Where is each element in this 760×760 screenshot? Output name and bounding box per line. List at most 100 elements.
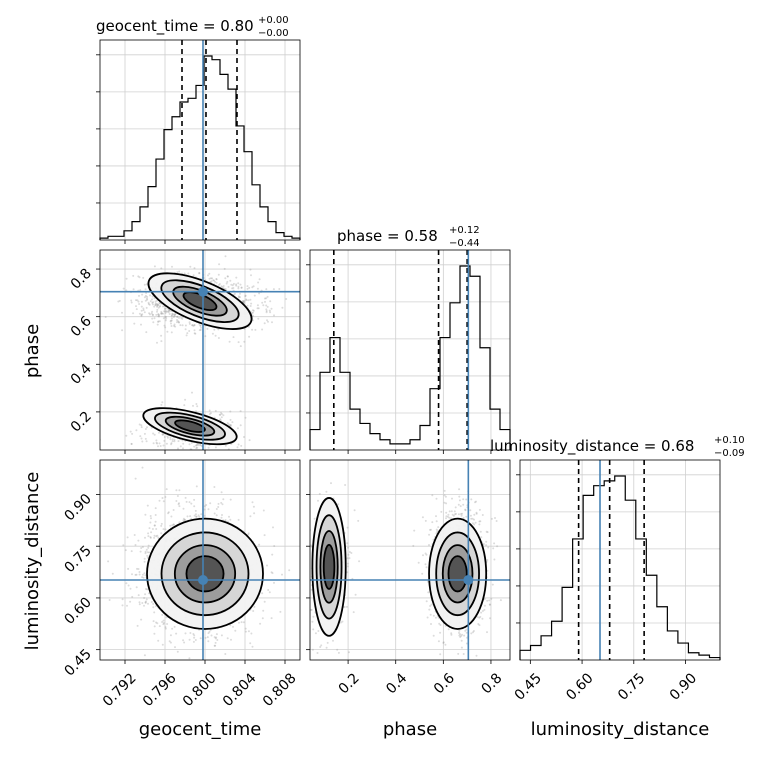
sample-point (186, 515, 189, 518)
sample-point (226, 280, 229, 283)
sample-point (159, 305, 162, 307)
sample-point (204, 636, 207, 639)
sample-point (457, 503, 460, 506)
sample-point (153, 297, 156, 300)
sample-point (157, 320, 160, 323)
sample-point (195, 447, 198, 450)
sample-point (160, 522, 163, 525)
sample-point (198, 515, 201, 518)
sample-point (149, 300, 152, 303)
sample-point (478, 616, 481, 619)
sample-point (142, 276, 145, 279)
sample-point (136, 299, 139, 302)
sample-point (144, 437, 147, 440)
sample-point (273, 581, 275, 584)
sample-point (169, 436, 172, 439)
sample-point (144, 601, 147, 604)
sample-point (258, 543, 261, 546)
sample-point (472, 631, 474, 634)
sample-point (310, 608, 313, 611)
sample-point (147, 602, 149, 605)
sample-point (246, 285, 249, 288)
sample-point (160, 532, 163, 535)
sample-point (140, 300, 143, 303)
sample-point (180, 316, 183, 319)
sample-point (178, 489, 181, 492)
sample-point (247, 299, 250, 302)
sample-point (256, 287, 259, 290)
sample-point (151, 301, 154, 304)
sample-point (479, 520, 482, 523)
sample-point (257, 281, 260, 284)
sample-point (182, 447, 184, 450)
sample-point (427, 591, 430, 594)
sample-point (152, 432, 155, 435)
sample-point (193, 634, 196, 637)
sample-point (217, 502, 220, 505)
sample-point (213, 328, 216, 331)
sample-point (118, 299, 121, 302)
sample-point (160, 403, 163, 406)
sample-point (475, 511, 478, 514)
sample-point (257, 317, 260, 320)
sample-point (445, 502, 448, 505)
sample-point (166, 330, 169, 333)
sample-point (261, 592, 264, 595)
sample-point (478, 520, 481, 523)
sample-point (134, 544, 137, 546)
sample-point (330, 482, 332, 485)
sample-point (179, 324, 182, 327)
sample-point (153, 524, 156, 527)
sample-point (157, 536, 160, 539)
sample-point (130, 443, 133, 445)
sample-point (429, 528, 431, 531)
sample-point (152, 301, 155, 304)
sample-point (240, 621, 243, 624)
sample-point (439, 653, 442, 656)
sample-point (237, 295, 240, 298)
sample-point (157, 306, 160, 309)
sample-point (223, 267, 226, 270)
sample-point (190, 441, 193, 444)
sample-point (183, 518, 186, 521)
sample-point (156, 304, 159, 307)
sample-point (162, 312, 164, 315)
sample-point (346, 571, 349, 574)
sample-point (155, 304, 157, 307)
sample-point (480, 536, 483, 539)
sample-point (172, 509, 175, 511)
sample-point (412, 544, 415, 547)
sample-point (177, 447, 179, 450)
sample-point (239, 283, 242, 286)
sample-point (208, 277, 211, 280)
sample-point (184, 324, 187, 327)
sample-point (144, 536, 146, 539)
sample-point (238, 296, 240, 299)
sample-point (155, 528, 158, 530)
sample-point (265, 288, 268, 291)
sample-point (339, 621, 342, 624)
sample-point (143, 597, 146, 599)
sample-point (152, 602, 155, 605)
sample-point (143, 283, 146, 286)
sample-point (346, 562, 349, 565)
sample-point (132, 312, 135, 315)
panel-geocent-time-vs-phase (99, 249, 301, 458)
sample-point (266, 564, 268, 567)
sample-point (185, 500, 188, 503)
sample-point (232, 282, 235, 285)
sample-point (240, 286, 243, 289)
sample-point (158, 301, 161, 304)
sample-point (232, 336, 235, 339)
sample-point (157, 313, 160, 316)
sample-point (431, 521, 434, 524)
sample-point (161, 312, 164, 315)
sample-point (465, 631, 468, 634)
sample-point (460, 513, 462, 515)
sample-point (285, 298, 288, 300)
sample-point (475, 512, 478, 515)
sample-point (152, 314, 154, 316)
sample-point (155, 456, 157, 458)
sample-point (137, 275, 140, 278)
sample-point (145, 548, 148, 551)
